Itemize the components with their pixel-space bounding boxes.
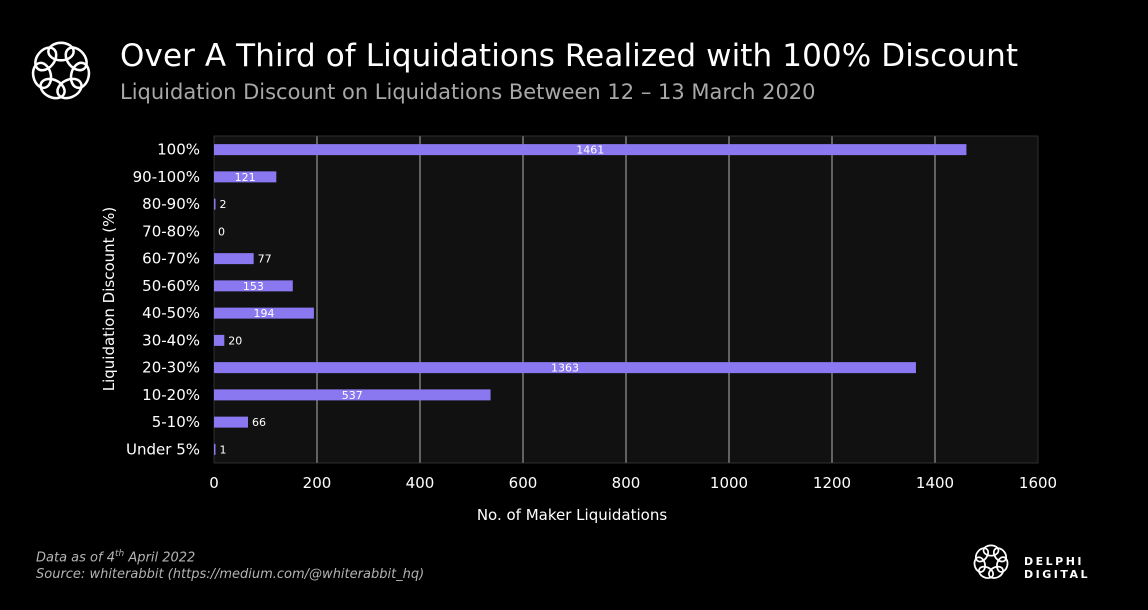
y-tick-label: 20-30% [142,359,200,377]
y-tick-label: 60-70% [142,250,200,268]
y-tick-label: 5-10% [152,413,200,431]
y-tick-label: 100% [157,141,200,159]
y-axis-label: Liquidation Discount (%) [100,207,118,392]
x-tick-label: 1000 [710,474,748,492]
bar-20-30- [214,362,916,374]
bar-50-60- [214,280,293,292]
y-tick-label: Under 5% [126,440,200,458]
data-label: 537 [342,389,363,402]
x-tick-label: 800 [612,474,641,492]
data-label: 0 [218,225,225,238]
source-note: Source: whiterabbit (https://medium.com/… [36,567,425,583]
plot-border [213,135,1039,464]
bar-60-70- [214,253,254,265]
y-tick-label: 50-60% [142,277,200,295]
x-tick-label: 400 [406,474,435,492]
bar-30-40- [214,334,225,346]
y-tick-label: 10-20% [142,386,200,404]
data-label: 1363 [551,362,579,375]
x-tick-label: 1400 [916,474,954,492]
bar-90-100- [214,171,277,183]
bar-80-90- [214,198,216,210]
data-label: 20 [228,334,242,347]
chart-subtitle: Liquidation Discount on Liquidations Bet… [120,80,816,104]
data-label: 1 [220,443,227,456]
data-as-of-note: Data as of 4th April 2022 [36,549,196,566]
y-tick-label: 90-100% [133,168,200,186]
data-label: 153 [243,280,264,293]
x-axis-label: No. of Maker Liquidations [477,506,668,524]
bar-5-10- [214,416,248,428]
footer-notes: Data as of 4th April 2022 Source: whiter… [36,546,424,583]
bar-10-20- [214,389,491,401]
x-tick-label: 0 [209,474,219,492]
x-tick-label: 1600 [1019,474,1057,492]
data-label: 1461 [576,144,604,157]
delphi-logo-icon [31,41,91,100]
data-label: 66 [252,416,266,429]
y-tick-label: 30-40% [142,331,200,349]
data-label: 2 [220,198,227,211]
x-tick-label: 1200 [813,474,851,492]
data-label: 194 [253,307,274,320]
bar-100- [214,144,967,156]
bar-40-50- [214,307,314,319]
data-label: 77 [258,253,272,266]
bar-under-5- [214,443,216,455]
chart-title: Over A Third of Liquidations Realized wi… [120,38,1019,74]
data-label: 121 [235,171,256,184]
delphi-brand-icon [973,544,1009,579]
y-tick-label: 80-90% [142,195,200,213]
x-tick-label: 600 [509,474,538,492]
y-tick-label: 40-50% [142,304,200,322]
brand-name: DELPHI DIGITAL [1024,555,1091,581]
x-tick-label: 200 [303,474,332,492]
y-tick-label: 70-80% [142,222,200,240]
